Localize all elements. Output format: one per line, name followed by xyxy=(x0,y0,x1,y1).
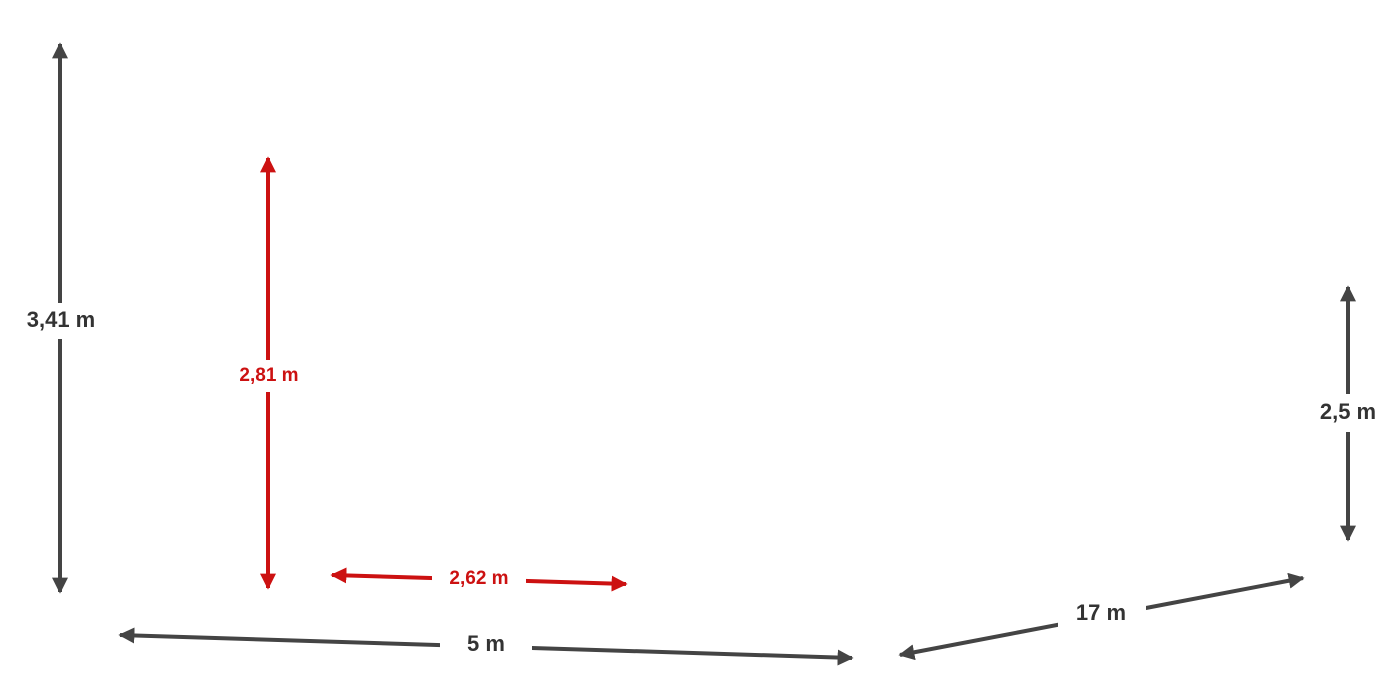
dimension-inner-height: 2,81 m xyxy=(228,156,310,590)
left-height-label: 3,41 m xyxy=(27,307,96,332)
dimension-inner-width: 2,62 m xyxy=(330,562,628,594)
side-length-label: 17 m xyxy=(1076,600,1126,625)
inner-height-label: 2,81 m xyxy=(239,365,298,386)
inner-width-label: 2,62 m xyxy=(449,568,508,589)
dimension-side-length: 17 m xyxy=(898,572,1305,661)
front-width-label: 5 m xyxy=(467,631,505,656)
dimension-front-width: 5 m xyxy=(118,626,854,666)
dimension-right-height: 2,5 m xyxy=(1308,285,1388,542)
dimension-left-height: 3,41 m xyxy=(18,42,106,594)
right-height-label: 2,5 m xyxy=(1320,399,1376,424)
